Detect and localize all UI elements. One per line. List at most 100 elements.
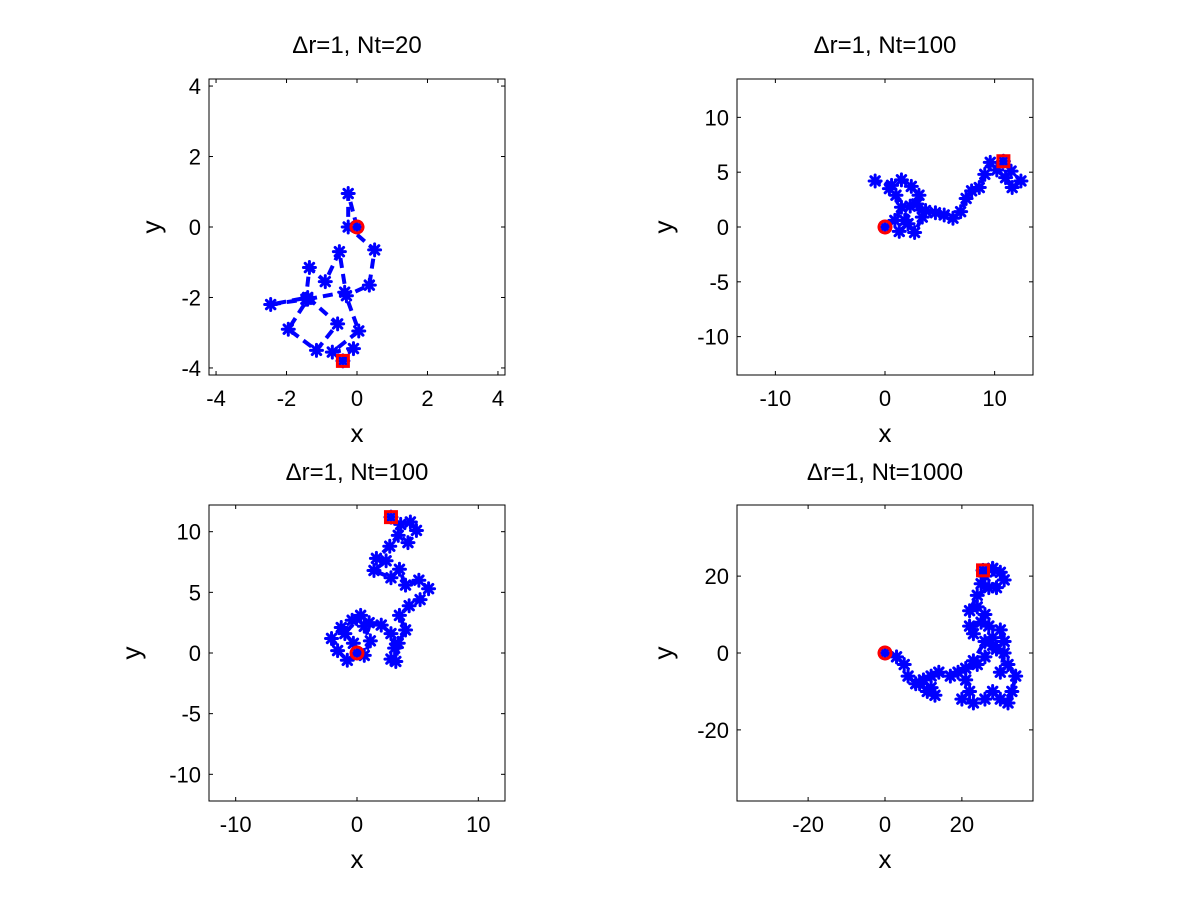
trajectory-point [324, 630, 340, 646]
trajectory-point [361, 277, 377, 293]
trajectory-point [931, 664, 947, 680]
trajectory-point [300, 291, 316, 307]
trajectory-point [877, 219, 893, 235]
trajectory-point [971, 180, 987, 196]
start-marker [349, 219, 365, 235]
trajectory-point [936, 207, 952, 223]
trajectory-point [891, 223, 907, 239]
subplot-1-axes-box [208, 78, 506, 376]
y-tick-label: -5 [709, 270, 729, 295]
y-tick-label: -10 [697, 325, 729, 350]
end-marker [383, 510, 398, 525]
subplot-2-ylabel: y [648, 221, 678, 234]
trajectory-point [317, 274, 333, 290]
trajectory-point [1004, 683, 1020, 699]
subplot-3-trajectory [324, 509, 437, 669]
end-marker [976, 563, 991, 578]
trajectory-point [340, 186, 356, 202]
trajectory-point [382, 538, 398, 554]
subplot-4-ylabel: y [648, 647, 678, 660]
trajectory-point [912, 676, 928, 692]
trajectory-point [391, 607, 407, 623]
x-tick-label: -20 [792, 812, 824, 837]
trajectory-point [362, 633, 378, 649]
trajectory-point [390, 635, 406, 651]
subplot-2-axes-box [736, 78, 1034, 376]
trajectory-point [900, 216, 916, 232]
x-tick-label: -2 [277, 386, 297, 411]
trajectory-point [330, 316, 346, 332]
x-tick-label: 2 [421, 386, 433, 411]
trajectory-point [337, 284, 353, 300]
trajectory-point [1008, 668, 1024, 684]
trajectory-point [953, 204, 969, 220]
trajectory-point [1013, 173, 1029, 189]
trajectory-point [998, 170, 1014, 186]
trajectory-point [411, 572, 427, 588]
end-marker [335, 353, 350, 368]
y-tick-label: 0 [189, 641, 201, 666]
subplot-1-trajectory [263, 186, 383, 369]
y-tick-label: 10 [705, 105, 729, 130]
subplot-1-ticks: -4 -2 0 2 4 -4 -2 0 2 4 [181, 74, 505, 411]
trajectory-point [903, 178, 919, 194]
trajectory-point [421, 581, 437, 597]
subplot-1-xlabel: x [351, 418, 364, 448]
subplot-3-xlabel: x [351, 844, 364, 874]
start-marker [349, 645, 365, 661]
end-marker [996, 154, 1011, 169]
trajectory-point [900, 668, 916, 684]
trajectory-point [965, 695, 981, 711]
x-tick-label: 20 [950, 812, 974, 837]
trajectory-point [330, 643, 346, 659]
subplot-4-ticks: -20 0 20 -20 0 20 [697, 505, 1033, 837]
x-tick-label: 0 [879, 386, 891, 411]
trajectory-point [893, 172, 909, 188]
trajectory-point [390, 527, 406, 543]
trajectory-point [402, 514, 418, 530]
trajectory-point [339, 652, 355, 668]
y-tick-label: -20 [697, 718, 729, 743]
trajectory-point [992, 622, 1008, 638]
trajectory-point [378, 553, 394, 569]
subplot-2: Δr=1, Nt=100 -10 0 10 -10 -5 0 5 10 x y [648, 32, 1034, 448]
trajectory-point [368, 550, 384, 566]
trajectory-point [383, 626, 399, 642]
y-tick-label: -5 [181, 702, 201, 727]
trajectory-point [361, 615, 377, 631]
x-tick-label: 4 [492, 386, 504, 411]
trajectory-point [867, 173, 883, 189]
subplot-3: Δr=1, Nt=100 -10 0 10 -10 -5 0 5 10 x y [116, 459, 506, 874]
trajectory-point [918, 203, 934, 219]
y-tick-label: -2 [181, 285, 201, 310]
trajectory-point [337, 626, 353, 642]
trajectory-point [877, 645, 893, 661]
y-tick-label: 0 [717, 641, 729, 666]
y-tick-label: 0 [189, 215, 201, 240]
y-tick-label: -4 [181, 356, 201, 381]
trajectory-point [909, 196, 925, 212]
subplot-4-title: Δr=1, Nt=1000 [807, 459, 963, 486]
subplot-3-title: Δr=1, Nt=100 [286, 459, 429, 486]
x-tick-label: 0 [879, 812, 891, 837]
subplot-4-trajectory [877, 560, 1024, 711]
start-marker [877, 219, 893, 235]
subplot-3-axes-box [208, 504, 506, 802]
trajectory-point [965, 653, 981, 669]
trajectory-point [367, 242, 383, 258]
x-tick-label: 0 [351, 386, 363, 411]
trajectory-point [962, 603, 978, 619]
trajectory-point [401, 598, 417, 614]
subplot-2-xlabel: x [879, 418, 892, 448]
trajectory-point [398, 622, 414, 638]
trajectory-point [969, 587, 985, 603]
y-tick-label: 5 [717, 160, 729, 185]
trajectory-point [1000, 695, 1016, 711]
trajectory-point [896, 657, 912, 673]
x-tick-label: -10 [759, 386, 791, 411]
subplot-1-ylabel: y [136, 221, 166, 234]
y-tick-label: 20 [705, 564, 729, 589]
subplot-2-trajectory [867, 153, 1029, 240]
trajectory-point [331, 244, 347, 260]
